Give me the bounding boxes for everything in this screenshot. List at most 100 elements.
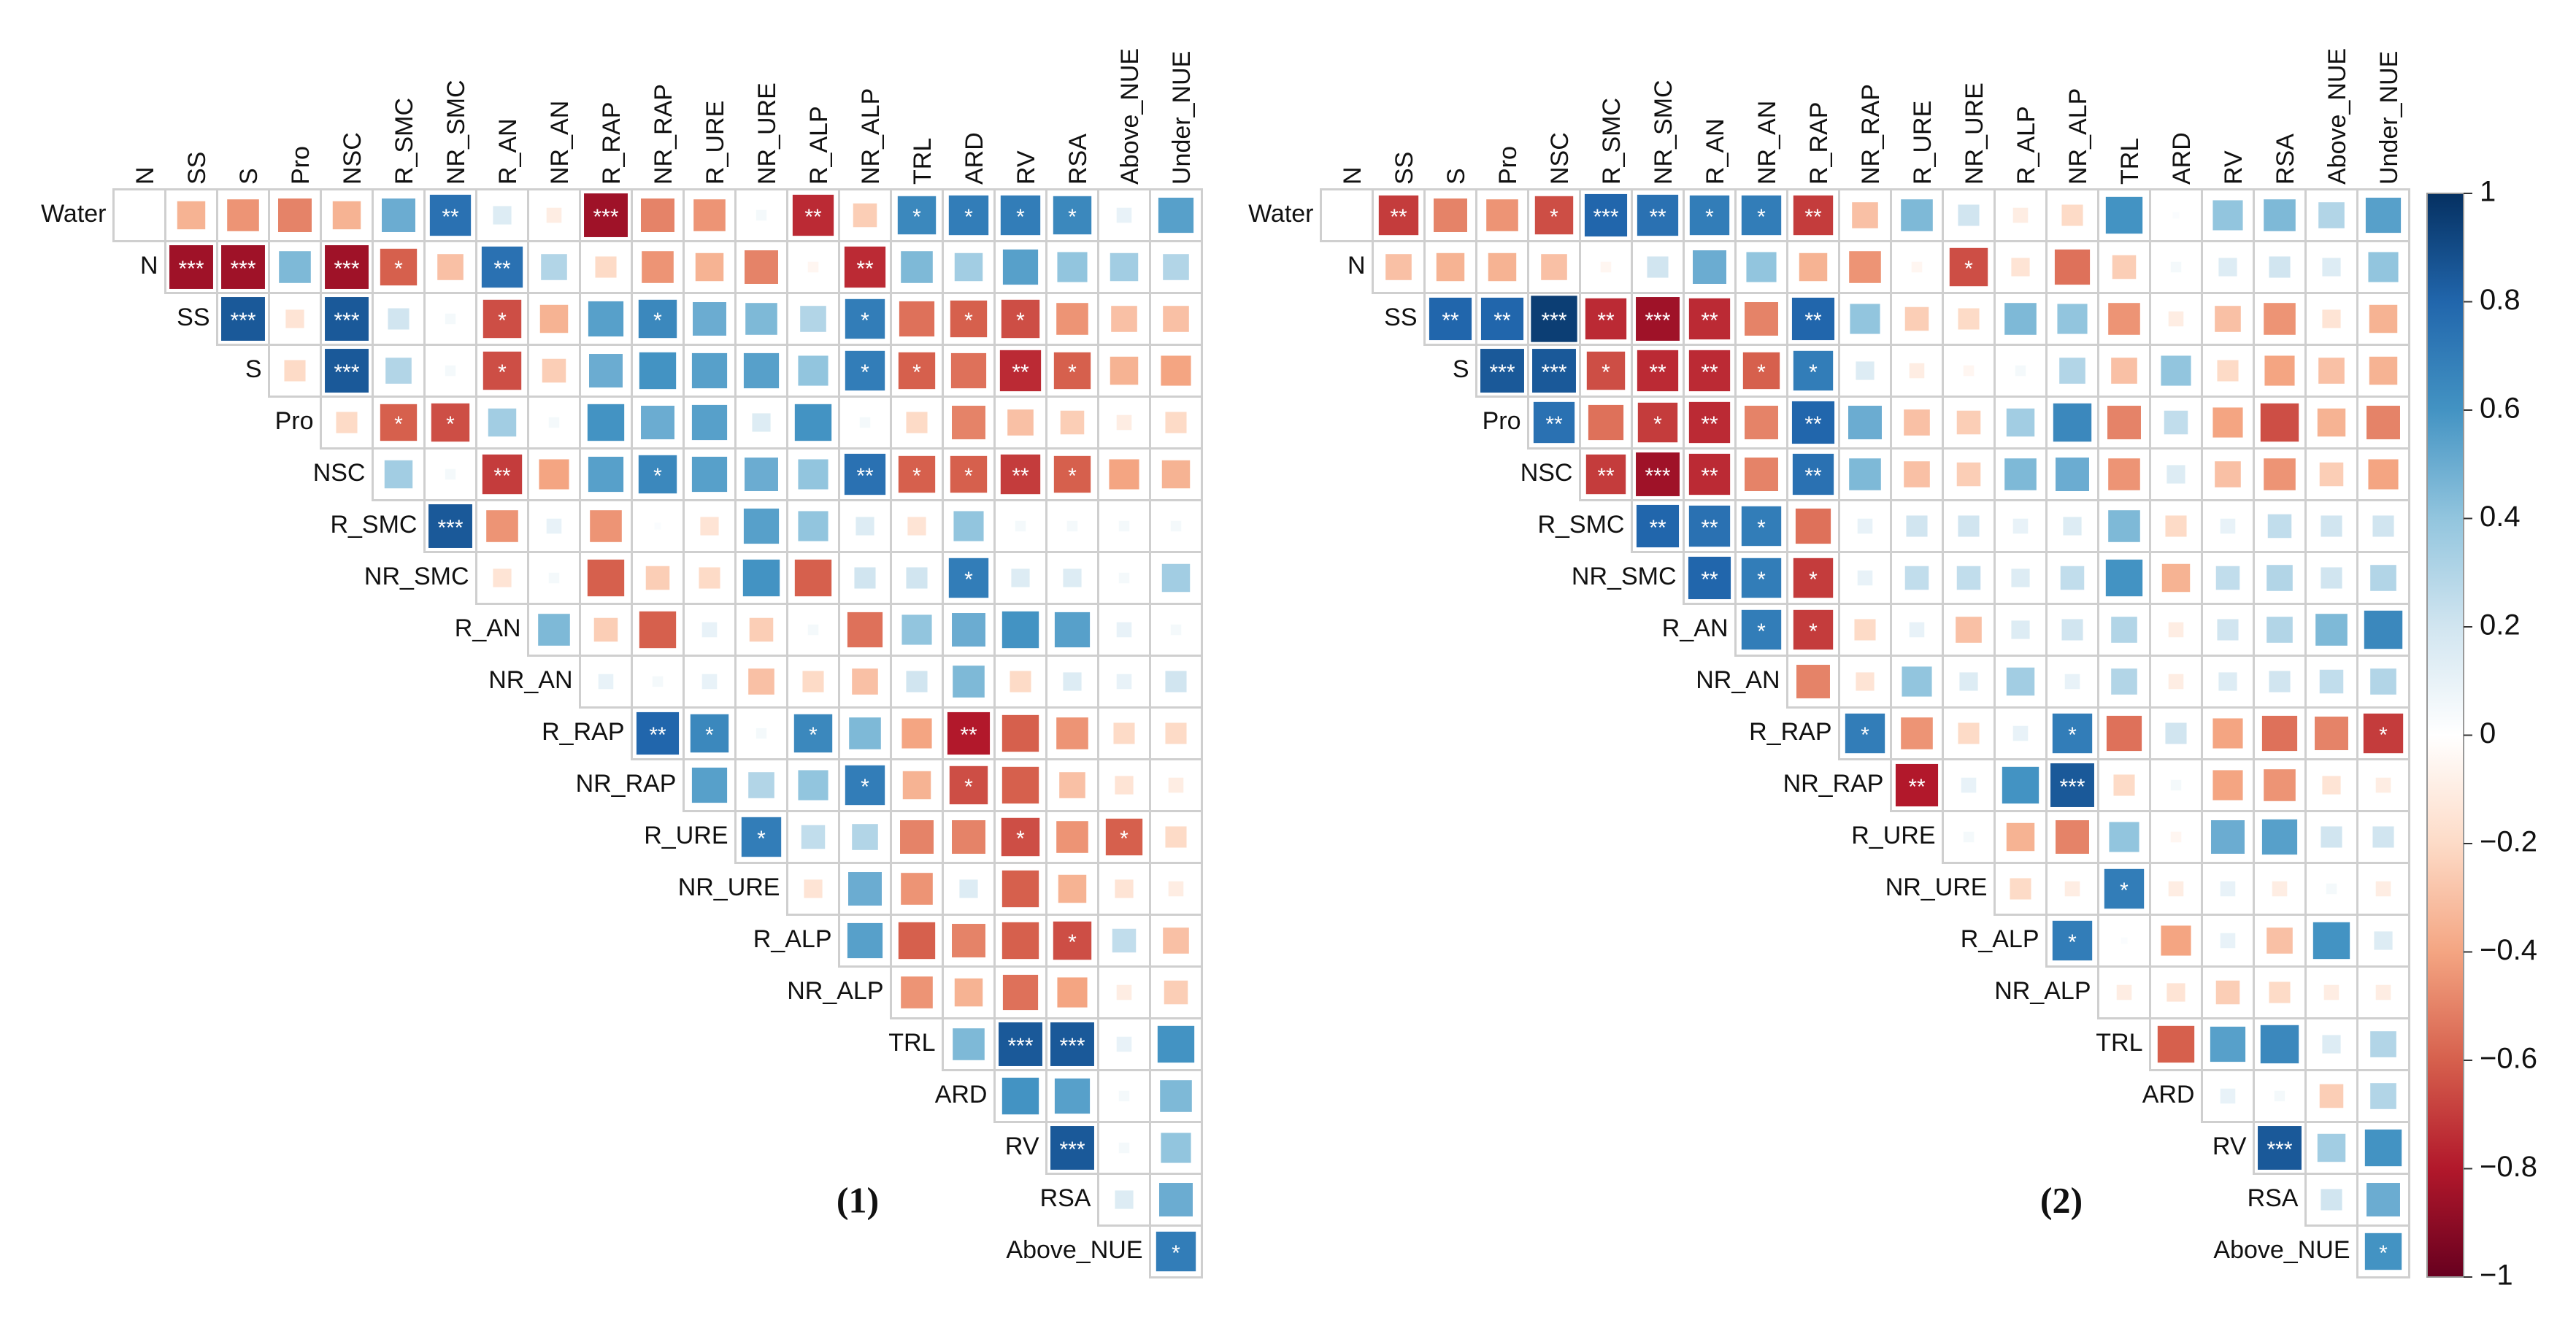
corr-square [1050, 1126, 1094, 1170]
corr-square [691, 352, 728, 389]
corr-square [2322, 1035, 2341, 1054]
corr-square [2318, 202, 2345, 228]
corr-square [332, 201, 361, 230]
corr-square [1741, 609, 1782, 650]
corr-square [2321, 826, 2342, 848]
corr-square [1904, 409, 1930, 436]
corr-square [1053, 921, 1092, 960]
corr-square [385, 358, 412, 384]
column-label: NR_ALP [2064, 88, 2092, 185]
corr-square [845, 350, 885, 391]
corr-square [488, 408, 517, 437]
corr-square [1904, 461, 1930, 487]
corr-square [285, 309, 304, 328]
corr-square [221, 245, 265, 289]
significance: *** [1541, 309, 1566, 333]
corr-square [2212, 770, 2243, 801]
corr-square [906, 567, 928, 589]
corr-square [1901, 199, 1933, 231]
column-label: Pro [1494, 146, 1522, 185]
row-label: SS [1384, 304, 1417, 331]
column-label: R_ALP [2012, 106, 2040, 185]
significance: ** [1649, 516, 1666, 540]
corr-square [589, 354, 623, 387]
corr-square [794, 404, 832, 441]
corr-square [1541, 254, 1567, 280]
corr-square [1054, 612, 1091, 648]
column-label: ARD [961, 132, 988, 185]
corr-square [793, 714, 833, 753]
significance: * [1705, 205, 1714, 229]
corr-square [1378, 195, 1419, 236]
corr-square [2006, 822, 2035, 852]
significance: * [861, 309, 869, 333]
corr-square [2168, 674, 2184, 690]
corr-square [2112, 255, 2137, 279]
corr-square [1849, 251, 1881, 283]
corr-square [954, 252, 983, 282]
corr-square [593, 617, 618, 642]
corr-square [2317, 408, 2346, 437]
colorbar-tick-label: −0.4 [2480, 934, 2537, 966]
column-label: NR_AN [1753, 101, 1781, 185]
corr-square [1163, 254, 1189, 280]
cell-frame [1838, 344, 1892, 398]
corr-square [756, 728, 767, 739]
corr-square [1001, 714, 1039, 752]
corr-square [949, 765, 988, 805]
corr-square [2056, 458, 2089, 491]
corr-square [2220, 933, 2236, 949]
cell-frame [734, 188, 788, 242]
cell-frame [423, 240, 477, 294]
corr-square [431, 403, 470, 442]
corr-square [2267, 927, 2293, 954]
corr-square [2267, 565, 2293, 591]
corr-square [1956, 462, 1981, 487]
row-label: R_RAP [542, 718, 624, 746]
corr-square [2012, 725, 2029, 741]
significance: * [1757, 516, 1766, 540]
significance: * [1809, 568, 1818, 592]
corr-square [1159, 1183, 1193, 1216]
corr-square [691, 456, 728, 493]
column-label: R_URE [1909, 101, 1937, 185]
significance: * [809, 723, 818, 747]
corr-square [1001, 922, 1039, 960]
significance: ** [1804, 309, 1822, 333]
corr-square [906, 671, 928, 693]
significance: * [912, 464, 921, 488]
column-label: NR_SMC [442, 80, 470, 185]
corr-square [1793, 195, 1834, 236]
significance: * [1016, 205, 1025, 229]
significance: *** [1059, 1138, 1085, 1162]
corr-square [1956, 566, 1981, 590]
row-label: R_URE [1851, 822, 1935, 849]
corr-square [1056, 821, 1088, 853]
corr-square [953, 1028, 985, 1060]
corr-square [1796, 665, 1830, 698]
corr-square [638, 455, 677, 494]
corr-square [482, 299, 522, 339]
corr-square [2168, 881, 2184, 897]
corr-square [2315, 717, 2348, 750]
corr-square [2375, 984, 2391, 1000]
corr-square [898, 922, 936, 960]
corr-square [1115, 879, 1134, 898]
corr-square [429, 194, 472, 236]
corr-square [950, 352, 987, 389]
corr-square [742, 559, 780, 597]
corr-square [2010, 878, 2031, 900]
row-label: NR_RAP [1783, 770, 1884, 798]
significance: ** [1493, 309, 1511, 333]
corr-square [749, 617, 774, 642]
cell-frame [786, 810, 840, 864]
corr-square [748, 668, 774, 695]
cell-frame [2356, 810, 2410, 864]
corr-square [1165, 671, 1187, 693]
corr-square [2372, 826, 2394, 848]
corr-square [2052, 920, 2093, 961]
corr-square [636, 711, 680, 755]
corr-square [1958, 308, 1980, 330]
corr-square [588, 301, 624, 337]
corr-square [859, 417, 871, 428]
